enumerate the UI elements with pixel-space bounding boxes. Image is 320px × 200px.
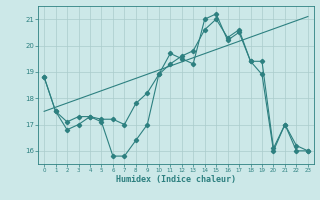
X-axis label: Humidex (Indice chaleur): Humidex (Indice chaleur) <box>116 175 236 184</box>
